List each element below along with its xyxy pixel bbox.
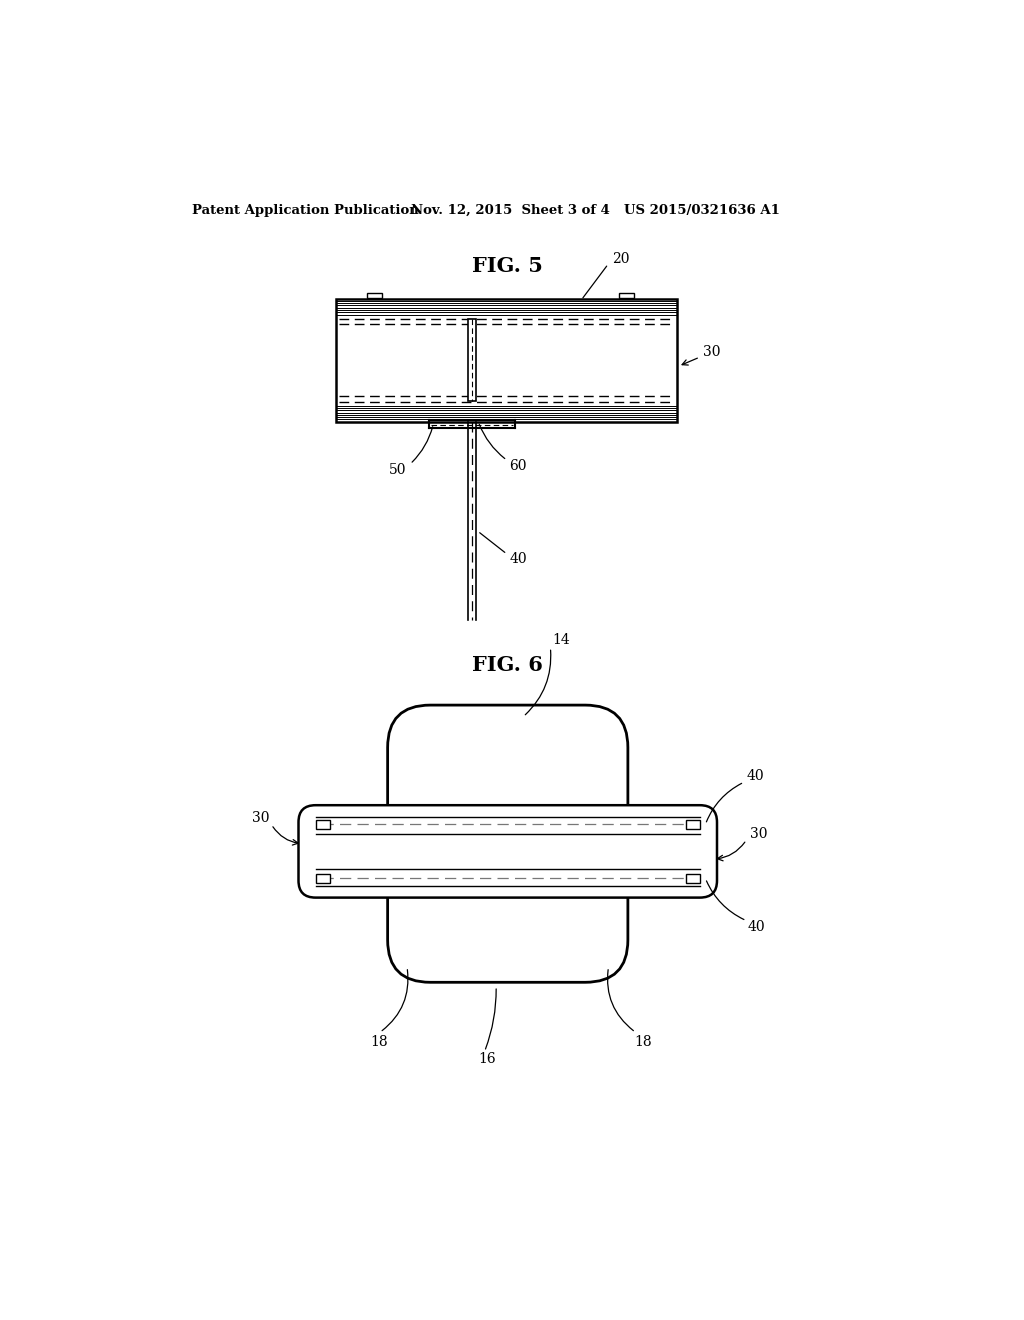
Text: 30: 30 [750,828,767,841]
Text: 30: 30 [703,346,721,359]
Text: 14: 14 [553,632,570,647]
FancyBboxPatch shape [299,805,717,898]
Bar [686,874,700,883]
Text: 40: 40 [748,920,766,933]
Bar [315,820,330,829]
Text: 40: 40 [746,770,764,783]
Text: 18: 18 [634,1035,651,1049]
Bar [686,820,700,829]
Text: 60: 60 [509,458,526,473]
Text: 50: 50 [389,463,407,478]
Bar [315,874,330,883]
Text: 30: 30 [252,812,269,825]
Text: 18: 18 [371,1035,388,1049]
Bar [367,293,382,298]
Bar [468,319,476,401]
Text: FIG. 6: FIG. 6 [472,655,543,675]
Text: US 2015/0321636 A1: US 2015/0321636 A1 [624,205,780,218]
FancyBboxPatch shape [388,705,628,982]
Bar [618,293,634,298]
Bar [336,298,677,422]
Text: Nov. 12, 2015  Sheet 3 of 4: Nov. 12, 2015 Sheet 3 of 4 [411,205,609,218]
Text: FIG. 5: FIG. 5 [472,256,543,276]
Text: 16: 16 [478,1052,496,1067]
Text: 40: 40 [509,553,527,566]
Text: 20: 20 [612,252,630,265]
Text: Patent Application Publication: Patent Application Publication [191,205,418,218]
